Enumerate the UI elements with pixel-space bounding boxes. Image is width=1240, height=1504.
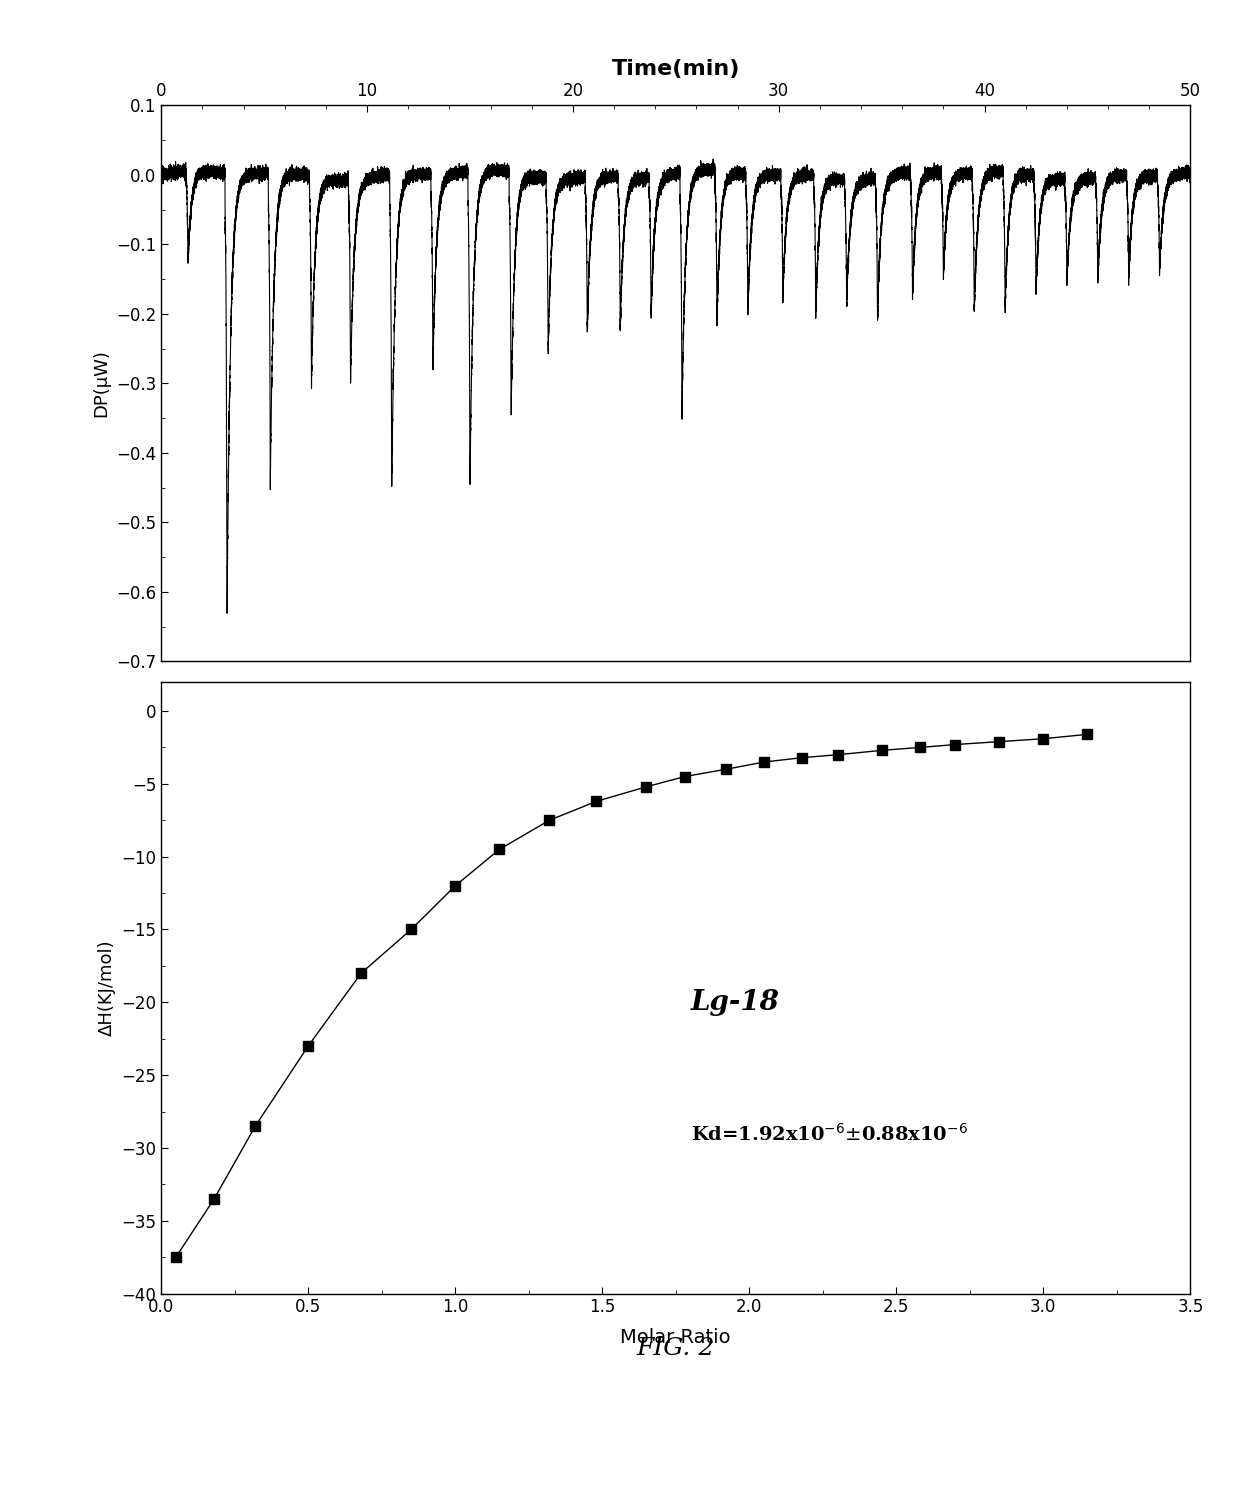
X-axis label: Molar Ratio: Molar Ratio	[620, 1328, 732, 1346]
Y-axis label: DP(μW): DP(μW)	[93, 349, 110, 417]
Text: FIG. 2: FIG. 2	[636, 1337, 715, 1361]
Text: Lg-18: Lg-18	[691, 988, 780, 1015]
Text: Kd=1.92x10$^{-6}$$\pm$0.88x10$^{-6}$: Kd=1.92x10$^{-6}$$\pm$0.88x10$^{-6}$	[691, 1122, 967, 1145]
X-axis label: Time(min): Time(min)	[611, 60, 740, 80]
Y-axis label: ΔH(KJ/mol): ΔH(KJ/mol)	[98, 940, 115, 1036]
